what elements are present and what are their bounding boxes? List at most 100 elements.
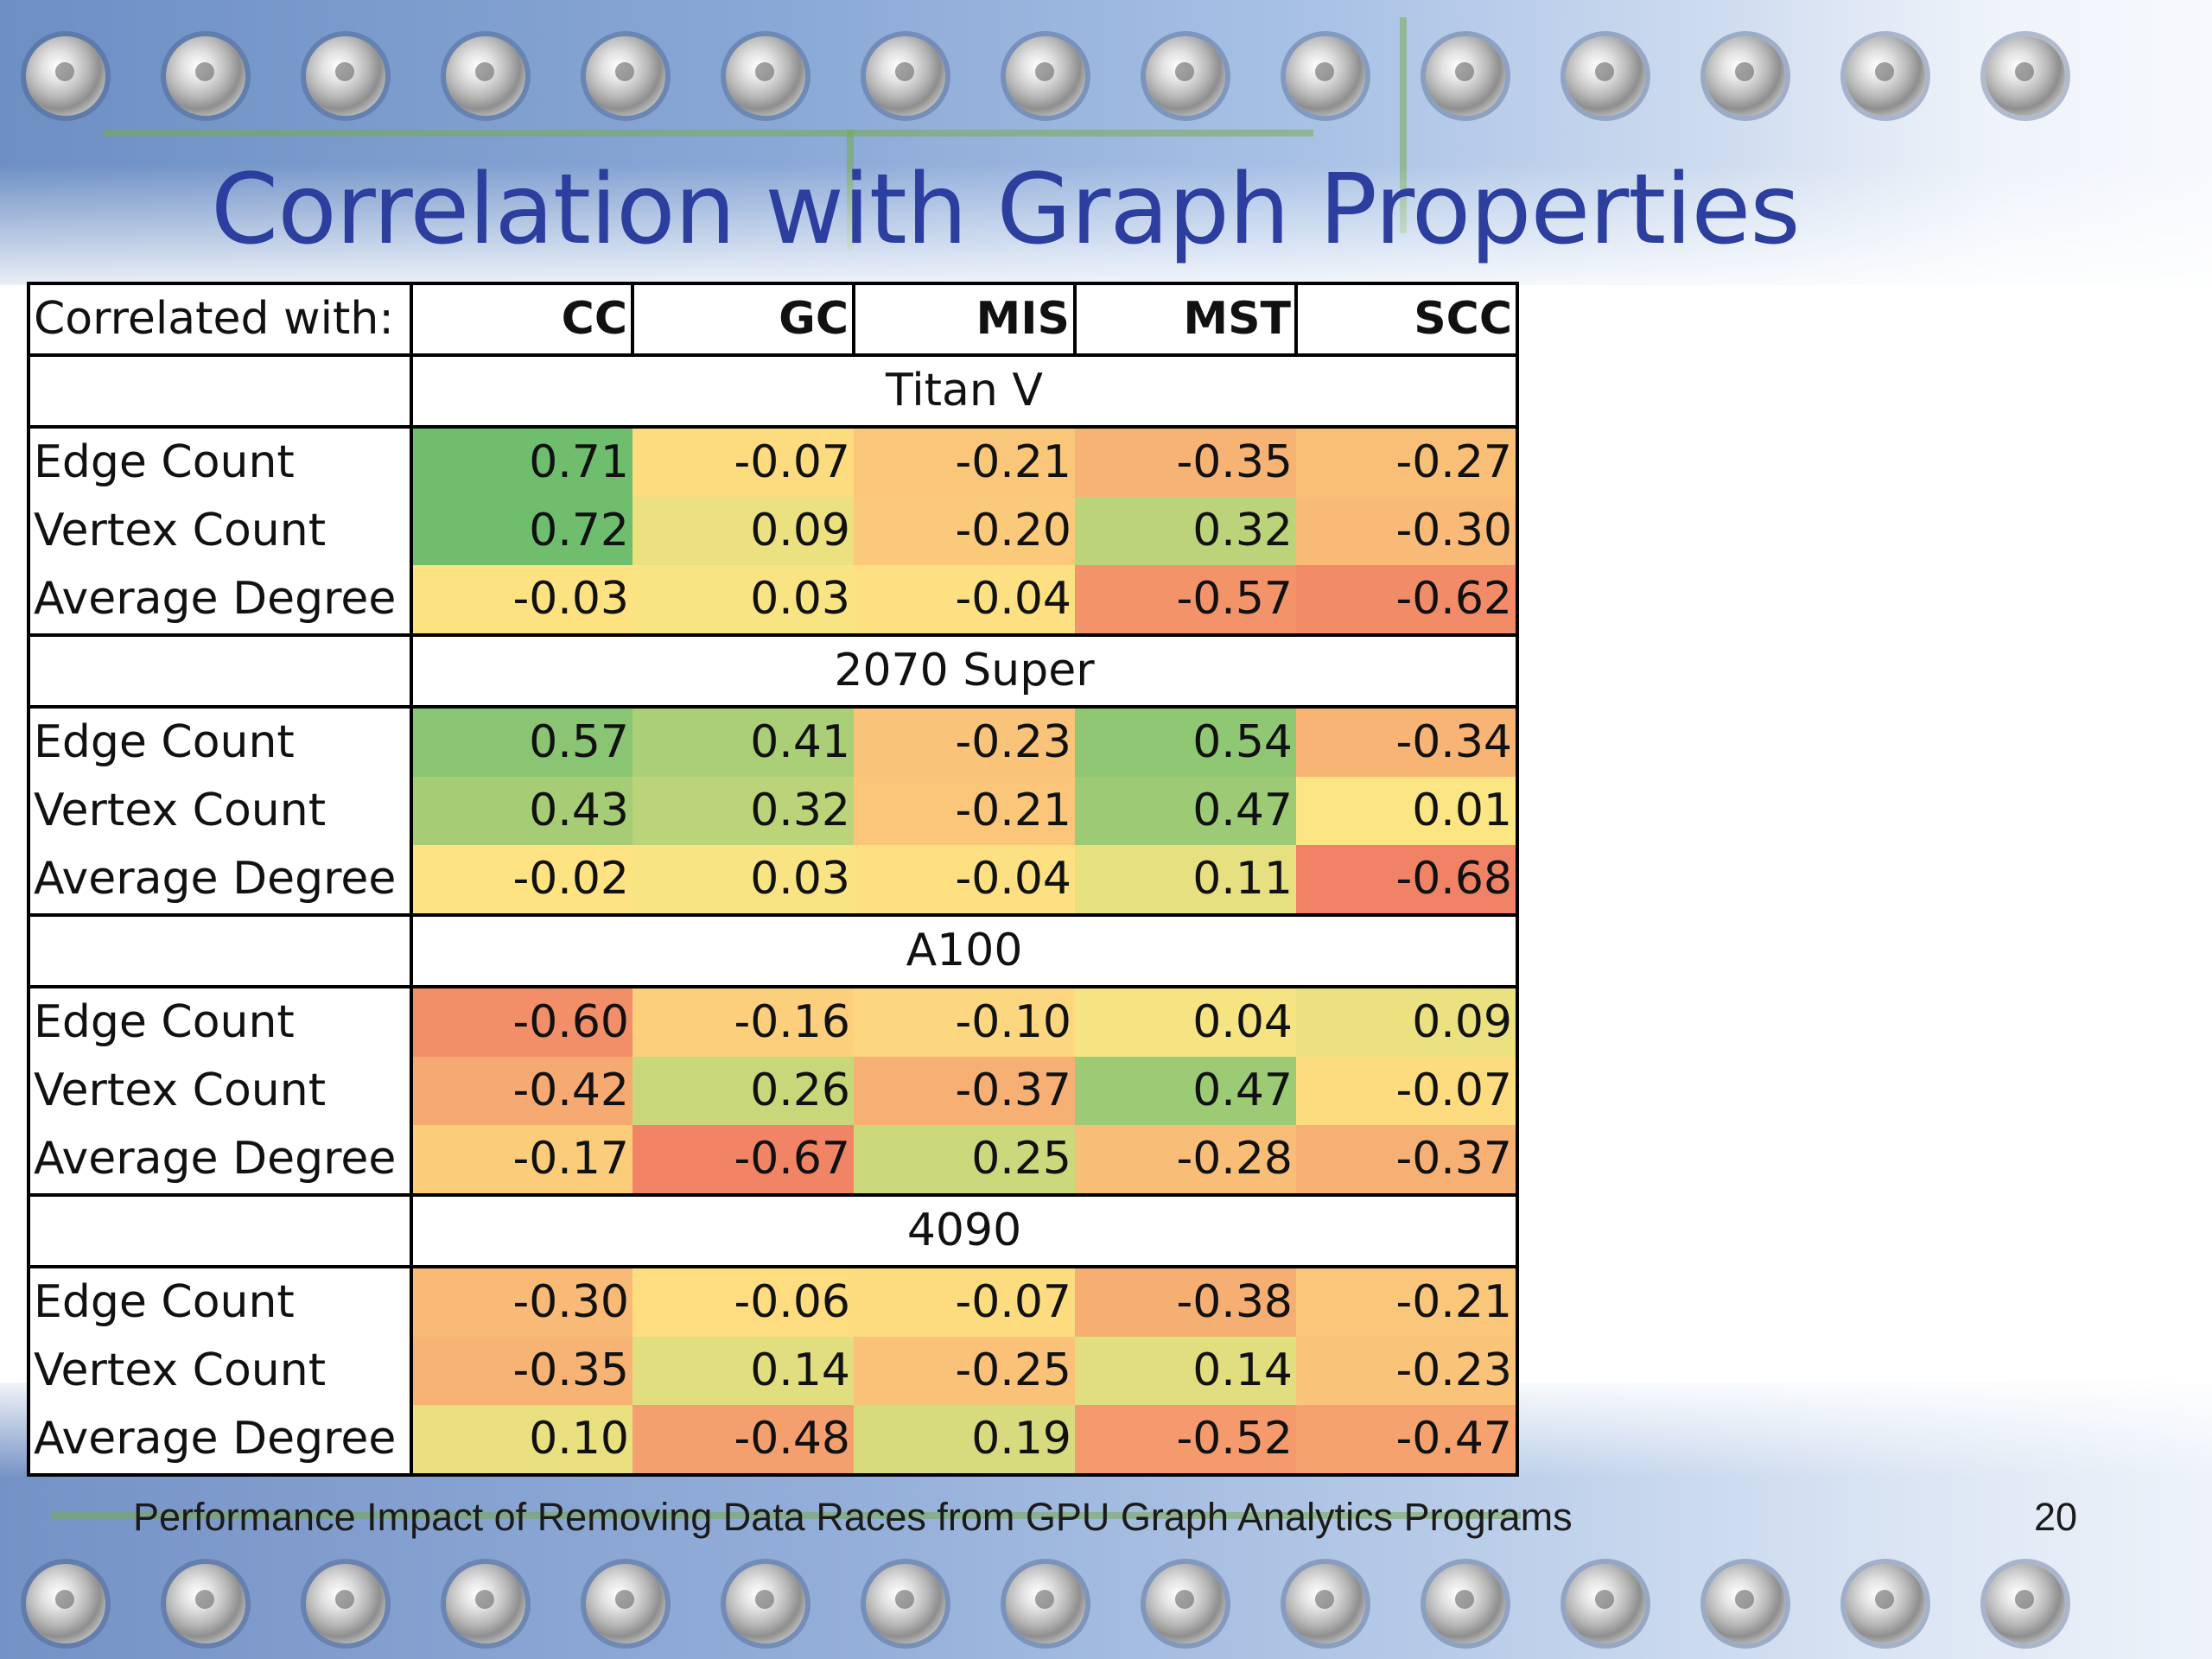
row-label: Vertex Count <box>27 1057 413 1125</box>
solder-pad-icon <box>726 36 805 116</box>
solder-pad-icon <box>1146 1564 1225 1643</box>
solder-pad-icon <box>1006 1564 1085 1643</box>
correlation-cell: -0.62 <box>1296 565 1519 637</box>
row-label: Average Degree <box>27 565 413 637</box>
correlation-cell: -0.38 <box>1075 1267 1296 1337</box>
correlation-cell: 0.25 <box>854 1125 1075 1197</box>
correlation-cell: 0.47 <box>1075 1057 1296 1125</box>
solder-pad-icon <box>1846 36 1925 116</box>
correlation-cell: -0.10 <box>854 987 1075 1057</box>
correlation-cell: -0.04 <box>854 845 1075 917</box>
correlation-cell: -0.30 <box>411 1267 632 1337</box>
solder-pad-icon <box>166 1564 245 1643</box>
solder-pad-icon <box>1286 1564 1365 1643</box>
table-header-row: Correlated with: CC GC MIS MST SCC <box>27 282 1519 357</box>
row-label: Edge Count <box>27 987 413 1057</box>
correlation-cell: -0.57 <box>1075 565 1296 637</box>
circuit-trace <box>1400 17 1407 233</box>
gpu-name: A100 <box>411 913 1519 988</box>
table-row: Vertex Count 0.72 0.09 -0.20 0.32 -0.30 <box>27 497 1519 565</box>
correlation-cell: -0.34 <box>1296 707 1519 777</box>
solder-pad-icon <box>446 1564 525 1643</box>
correlation-cell: -0.04 <box>854 565 1075 637</box>
slide-title: Correlation with Graph Properties <box>211 154 1801 266</box>
row-label: Edge Count <box>27 707 413 777</box>
column-header: SCC <box>1294 282 1519 357</box>
correlation-cell: 0.41 <box>632 707 854 777</box>
correlation-cell: -0.30 <box>1296 497 1519 565</box>
gpu-name: 4090 <box>411 1193 1519 1268</box>
solder-pad-icon <box>866 1564 945 1643</box>
correlation-cell: -0.20 <box>854 497 1075 565</box>
column-header: MST <box>1073 282 1298 357</box>
correlation-cell: 0.57 <box>411 707 632 777</box>
row-label: Edge Count <box>27 1267 413 1337</box>
gpu-group-header-row: 2070 Super <box>27 633 1519 709</box>
correlation-cell: -0.60 <box>411 987 632 1057</box>
solder-pad-icon <box>1426 1564 1505 1643</box>
correlation-cell: -0.47 <box>1296 1405 1519 1477</box>
table-body: Titan V Edge Count 0.71 -0.07 -0.21 -0.35 -0.2… <box>27 353 1519 1477</box>
solder-pad-icon <box>306 36 385 116</box>
gpu-group-header-row: 4090 <box>27 1193 1519 1268</box>
correlation-cell: 0.11 <box>1075 845 1296 917</box>
solder-pad-icon <box>1706 1564 1785 1643</box>
table-row: Vertex Count -0.35 0.14 -0.25 0.14 -0.23 <box>27 1337 1519 1405</box>
solder-pad-icon <box>1286 36 1365 116</box>
column-header: CC <box>410 282 634 357</box>
correlation-cell: 0.19 <box>854 1405 1075 1477</box>
correlation-cell: 0.03 <box>632 565 854 637</box>
correlation-cell: 0.72 <box>411 497 632 565</box>
correlation-cell: -0.23 <box>854 707 1075 777</box>
correlation-cell: -0.21 <box>854 427 1075 497</box>
correlation-cell: 0.32 <box>632 777 854 845</box>
correlation-cell: 0.47 <box>1075 777 1296 845</box>
table-row: Average Degree -0.03 0.03 -0.04 -0.57 -0.62 <box>27 565 1519 637</box>
empty-label-cell <box>27 353 413 429</box>
correlation-cell: 0.01 <box>1296 777 1519 845</box>
correlation-cell: 0.14 <box>632 1337 854 1405</box>
correlation-cell: -0.37 <box>854 1057 1075 1125</box>
table-row: Edge Count 0.57 0.41 -0.23 0.54 -0.34 <box>27 707 1519 777</box>
correlation-cell: -0.42 <box>411 1057 632 1125</box>
correlation-cell: -0.23 <box>1296 1337 1519 1405</box>
solder-pad-icon <box>1566 36 1645 116</box>
correlation-cell: 0.71 <box>411 427 632 497</box>
row-label: Vertex Count <box>27 777 413 845</box>
page-number: 20 <box>2034 1495 2078 1539</box>
table-row: Average Degree -0.17 -0.67 0.25 -0.28 -0.37 <box>27 1125 1519 1197</box>
solder-pad-icon <box>1846 1564 1925 1643</box>
solder-pad-icon <box>166 36 245 116</box>
correlation-cell: -0.35 <box>1075 427 1296 497</box>
correlation-cell: -0.21 <box>854 777 1075 845</box>
correlation-cell: -0.67 <box>632 1125 854 1197</box>
table-row: Vertex Count -0.42 0.26 -0.37 0.47 -0.07 <box>27 1057 1519 1125</box>
solder-pad-icon <box>866 36 945 116</box>
correlation-cell: 0.54 <box>1075 707 1296 777</box>
correlation-cell: 0.10 <box>411 1405 632 1477</box>
slide-footer: Performance Impact of Removing Data Race… <box>133 1495 1573 1539</box>
correlation-cell: -0.25 <box>854 1337 1075 1405</box>
solder-pad-icon <box>1986 36 2065 116</box>
solder-pad-icon <box>586 1564 665 1643</box>
solder-pad-icon <box>1426 36 1505 116</box>
correlation-cell: -0.07 <box>854 1267 1075 1337</box>
circuit-board-header-background <box>0 0 2212 285</box>
gpu-group-header-row: A100 <box>27 913 1519 988</box>
column-header: MIS <box>852 282 1077 357</box>
gpu-name: Titan V <box>411 353 1519 429</box>
correlation-cell: -0.07 <box>1296 1057 1519 1125</box>
corner-label: Correlated with: <box>27 282 413 357</box>
table-row: Edge Count -0.30 -0.06 -0.07 -0.38 -0.21 <box>27 1267 1519 1337</box>
empty-label-cell <box>27 1193 413 1268</box>
correlation-cell: -0.16 <box>632 987 854 1057</box>
row-label: Vertex Count <box>27 497 413 565</box>
solder-pad-icon <box>306 1564 385 1643</box>
correlation-cell: -0.17 <box>411 1125 632 1197</box>
correlation-cell: -0.52 <box>1075 1405 1296 1477</box>
solder-pad-icon <box>26 1564 105 1643</box>
correlation-cell: 0.43 <box>411 777 632 845</box>
solder-pad-row <box>26 1564 2065 1643</box>
gpu-group-header-row: Titan V <box>27 353 1519 429</box>
solder-pad-icon <box>586 36 665 116</box>
